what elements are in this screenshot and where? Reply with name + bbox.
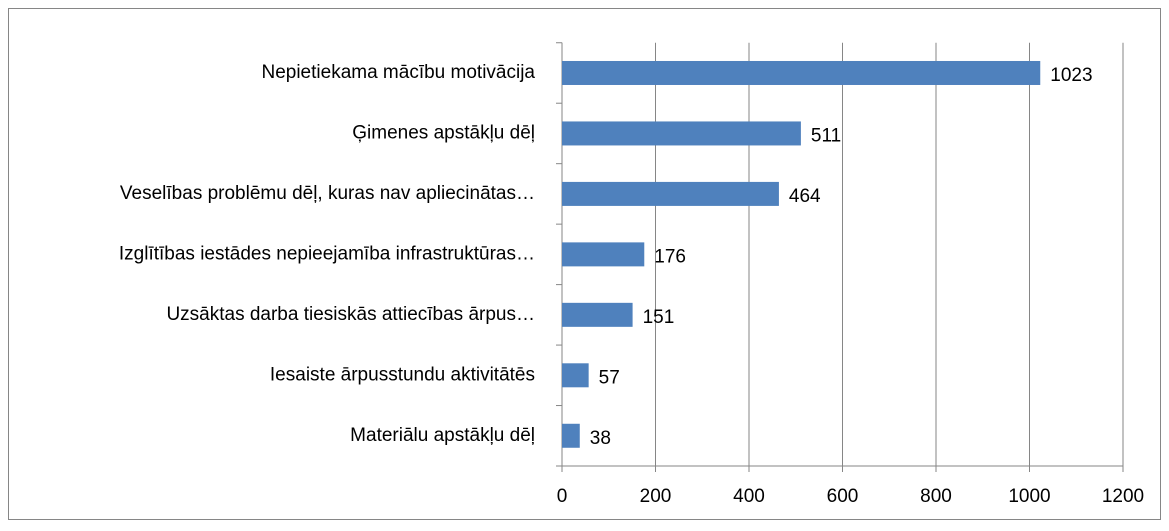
x-tick-label: 200 [640, 486, 672, 507]
y-tick-label: Izglītības iestādes nepieejamība infrast… [119, 243, 535, 264]
data-label: 1023 [1050, 65, 1092, 86]
data-label: 464 [789, 186, 821, 207]
x-tick-label: 400 [733, 486, 765, 507]
x-tick-label: 1200 [1102, 486, 1144, 507]
bar [562, 363, 589, 388]
bar [562, 181, 779, 206]
bar [562, 60, 1041, 85]
data-label: 511 [811, 125, 841, 146]
bar [562, 242, 645, 267]
x-tick-label: 600 [827, 486, 859, 507]
data-label: 57 [599, 367, 620, 388]
data-label: 176 [654, 246, 686, 267]
y-tick-label: Iesaiste ārpusstundu aktivitātēs [270, 364, 535, 385]
bar [562, 121, 801, 146]
x-tick-label: 800 [920, 486, 952, 507]
x-tick-label: 0 [557, 486, 568, 507]
bar [562, 302, 633, 327]
bar [562, 423, 580, 448]
data-label: 151 [643, 307, 675, 328]
y-tick-label: Ģimenes apstākļu dēļ [352, 122, 535, 143]
x-tick-label: 1000 [1008, 486, 1050, 507]
y-tick-label: Uzsāktas darba tiesiskās attiecības ārpu… [166, 304, 535, 325]
y-tick-label: Nepietiekama mācību motivācija [261, 62, 535, 83]
y-tick-label: Veselības problēmu dēļ, kuras nav apliec… [120, 183, 535, 204]
data-label: 38 [590, 428, 611, 449]
y-tick-label: Materiālu apstākļu dēļ [350, 425, 535, 446]
